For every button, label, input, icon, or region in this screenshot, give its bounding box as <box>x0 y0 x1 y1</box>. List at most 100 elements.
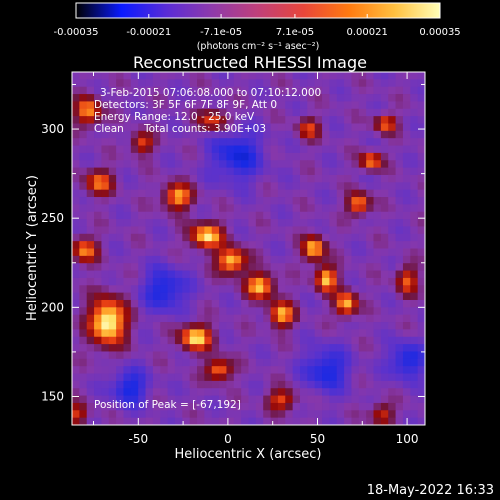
heat-cell <box>145 86 154 95</box>
heat-cell <box>160 402 168 411</box>
heat-cell <box>145 167 154 176</box>
heat-cell <box>410 160 419 168</box>
heat-cell <box>292 417 301 425</box>
heat-cell <box>130 197 139 205</box>
heat-cell <box>307 410 316 419</box>
heat-cell <box>197 373 205 382</box>
heat-cell <box>292 197 301 205</box>
heat-cell <box>123 248 132 257</box>
heat-cell <box>255 373 264 382</box>
heat-cell <box>79 402 88 411</box>
heat-cell <box>145 226 154 235</box>
heat-cell <box>395 79 404 88</box>
heat-cell <box>197 116 205 124</box>
heat-cell <box>204 373 213 382</box>
heat-cell <box>108 123 117 132</box>
heat-cell <box>204 314 213 323</box>
heat-cell <box>145 116 154 124</box>
heat-cell <box>145 123 154 132</box>
heat-cell <box>211 123 220 132</box>
heat-cell <box>211 101 220 110</box>
heat-cell <box>189 388 198 396</box>
heat-cell <box>226 211 235 220</box>
heat-cell <box>388 285 396 294</box>
heat-cell <box>395 351 404 360</box>
heat-cell <box>344 410 352 419</box>
heat-cell <box>344 351 352 360</box>
heat-cell <box>410 189 419 198</box>
heat-cell <box>402 160 411 168</box>
heat-cell <box>197 152 205 161</box>
heat-cell <box>388 94 396 102</box>
heat-cell <box>395 211 404 220</box>
heat-cell <box>329 380 338 389</box>
heat-cell <box>344 263 352 271</box>
y-tick-label: 300 <box>41 122 64 136</box>
heat-cell <box>138 86 146 95</box>
heat-cell <box>182 299 191 308</box>
colorbar-tick-label: -0.00035 <box>54 27 99 38</box>
heat-cell <box>322 152 330 161</box>
heat-cell <box>219 152 227 161</box>
heat-cell <box>138 373 146 382</box>
heat-cell <box>358 101 367 110</box>
heat-cell <box>226 329 235 338</box>
heat-cell <box>336 417 345 425</box>
heat-cell <box>344 167 352 176</box>
heat-cell <box>358 197 367 205</box>
heat-cell <box>189 380 198 389</box>
heat-cell <box>388 344 396 352</box>
heat-cell <box>72 277 80 286</box>
heat-cell <box>373 388 382 396</box>
heat-cell <box>79 241 88 249</box>
heat-cell <box>255 145 264 154</box>
heat-cell <box>322 204 330 213</box>
heat-cell <box>116 211 124 220</box>
heat-cell <box>299 299 308 308</box>
heat-cell <box>101 255 110 264</box>
heat-cell <box>167 314 176 323</box>
heat-cell <box>130 204 139 213</box>
heat-cell <box>152 94 161 102</box>
heat-cell <box>160 322 168 330</box>
heat-cell <box>380 145 389 154</box>
heat-cell <box>108 307 117 316</box>
heat-cell <box>138 94 146 102</box>
heat-cell <box>410 285 419 294</box>
heat-cell <box>86 72 95 80</box>
heat-cell <box>417 395 425 404</box>
heat-cell <box>270 182 279 191</box>
heat-cell <box>116 116 124 124</box>
heat-cell <box>395 138 404 146</box>
heat-cell <box>226 410 235 419</box>
heat-cell <box>380 402 389 411</box>
heat-cell <box>138 285 146 294</box>
heat-cell <box>380 94 389 102</box>
heat-cell <box>292 211 301 220</box>
heat-cell <box>174 417 183 425</box>
heat-cell <box>366 174 374 183</box>
heat-cell <box>285 307 294 316</box>
heat-cell <box>116 270 124 279</box>
heat-cell <box>86 410 95 419</box>
heat-cell <box>373 189 382 198</box>
heat-cell <box>285 123 294 132</box>
heat-cell <box>388 417 396 425</box>
heat-cell <box>307 233 316 242</box>
heat-cell <box>79 351 88 360</box>
heat-cell <box>366 197 374 205</box>
heat-cell <box>344 160 352 168</box>
heat-cell <box>226 388 235 396</box>
heat-cell <box>351 226 360 235</box>
heat-cell <box>322 255 330 264</box>
heat-cell <box>307 314 316 323</box>
heat-cell <box>380 417 389 425</box>
heat-cell <box>189 145 198 154</box>
heat-cell <box>307 152 316 161</box>
heat-cell <box>255 388 264 396</box>
heat-cell <box>255 204 264 213</box>
heat-cell <box>152 241 161 249</box>
heat-cell <box>101 79 110 88</box>
heat-cell <box>94 336 102 345</box>
heat-cell <box>344 255 352 264</box>
